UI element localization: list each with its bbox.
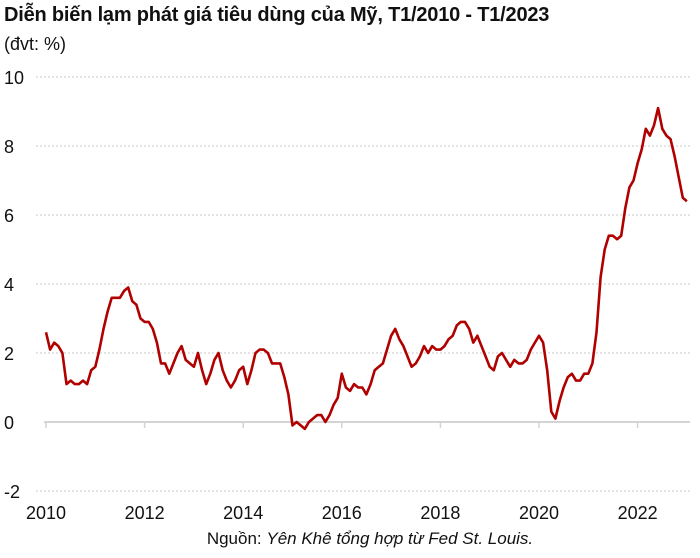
y-tick-label: 0	[4, 413, 14, 433]
x-tick-label: 2020	[519, 503, 559, 523]
x-tick-label: 2014	[223, 503, 263, 523]
chart-title: Diễn biến lạm phát giá tiêu dùng của Mỹ,…	[4, 4, 550, 26]
y-tick-label: 6	[4, 206, 14, 226]
x-tick-label: 2022	[618, 503, 658, 523]
cpi-series-line	[44, 106, 688, 431]
source-text: Yên Khê tổng hợp từ Fed St. Louis.	[266, 529, 534, 548]
source-prefix: Nguồn:	[206, 529, 267, 548]
y-tick-label: 4	[4, 275, 14, 295]
unit-label: (đvt: %)	[4, 34, 67, 54]
x-tick-label: 2010	[26, 503, 66, 523]
x-tick-label: 2016	[322, 503, 362, 523]
x-tick-label: 2018	[420, 503, 460, 523]
y-tick-label: -2	[4, 482, 20, 502]
source-note: Nguồn: Yên Khê tổng hợp từ Fed St. Louis…	[0, 529, 700, 549]
x-tick-label: 2012	[125, 503, 165, 523]
y-tick-label: 2	[4, 344, 14, 364]
y-tick-label: 10	[4, 68, 24, 88]
y-tick-label: 8	[4, 137, 14, 157]
